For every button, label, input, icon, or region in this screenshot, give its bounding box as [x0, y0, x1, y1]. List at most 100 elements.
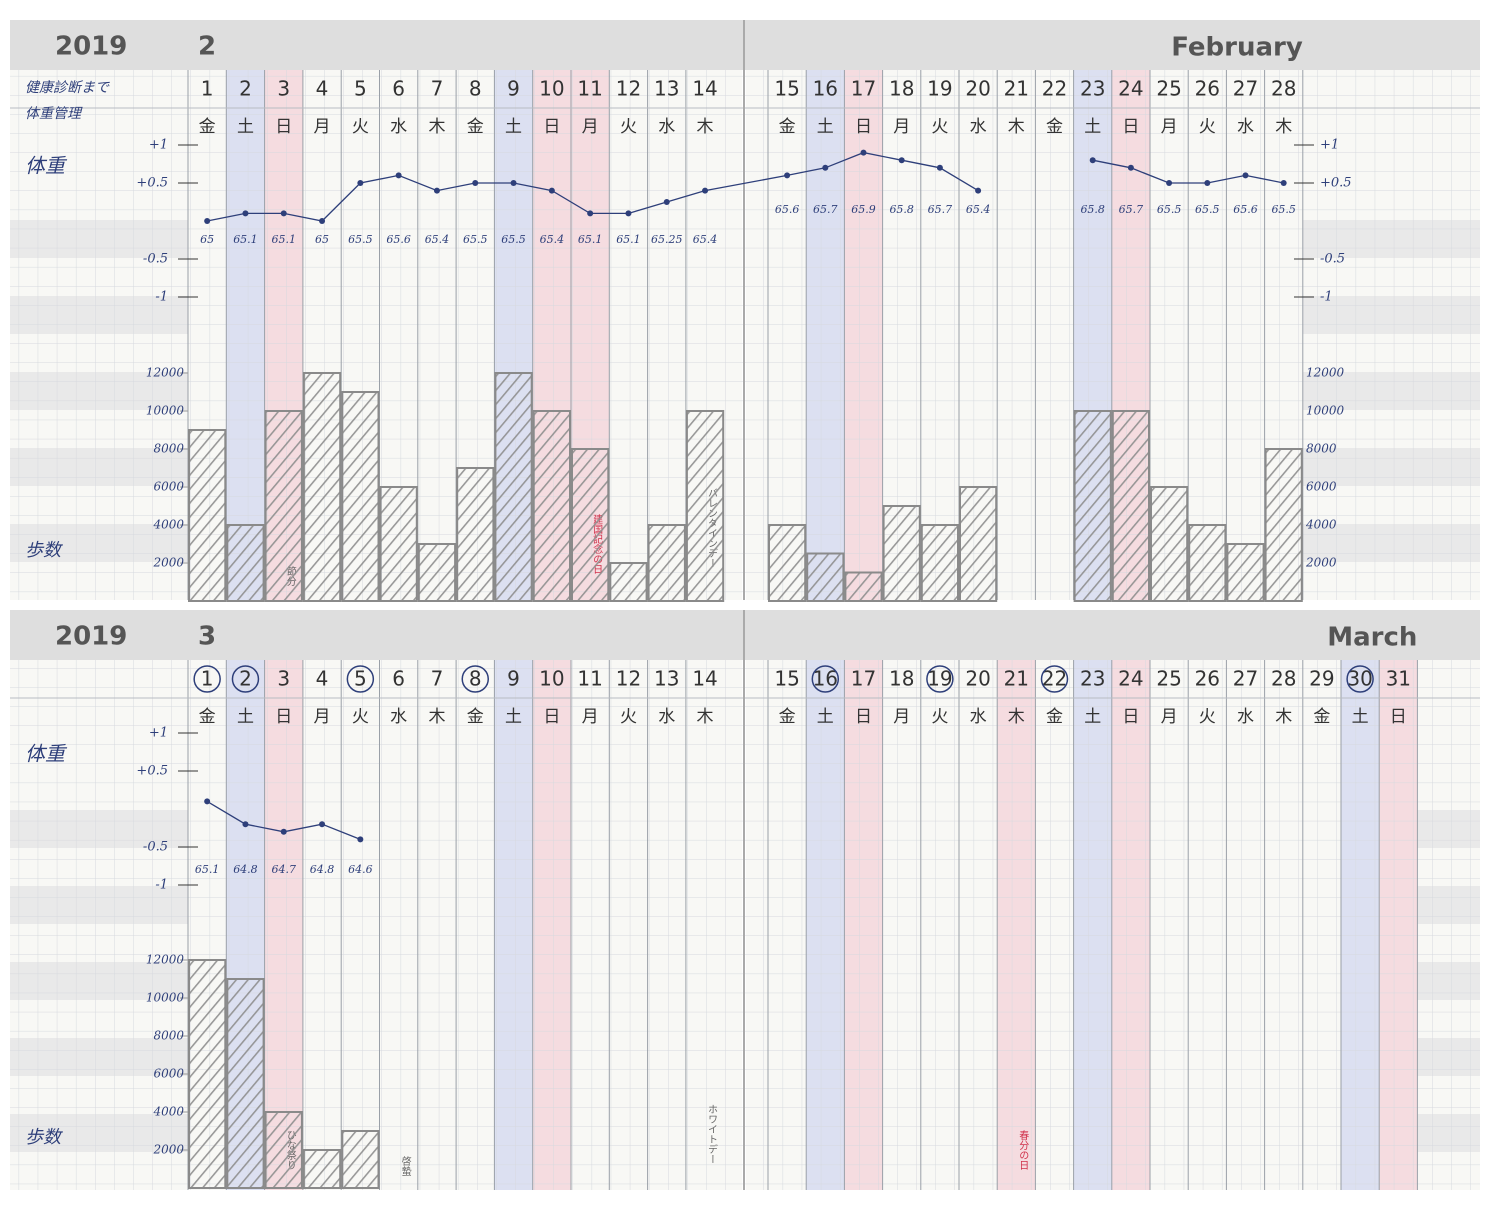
day-number: 27 — [1233, 667, 1258, 691]
day-number: 16 — [813, 77, 838, 101]
weekday: 木 — [1275, 707, 1292, 727]
weight-label: 65.9 — [851, 203, 876, 216]
step-bar — [379, 486, 418, 602]
day-number: 9 — [507, 77, 520, 101]
weekday: 火 — [352, 707, 369, 727]
weight-label: 65.5 — [463, 233, 488, 246]
day-number: 18 — [889, 77, 914, 101]
memo: 健康診断まで — [25, 80, 110, 96]
weekday: 月 — [582, 117, 599, 137]
weekday: 火 — [931, 117, 948, 137]
weekday: 日 — [855, 707, 872, 727]
y-tick-label: 4000 — [1305, 518, 1337, 532]
day-number: 3 — [277, 77, 290, 101]
weekday: 日 — [275, 117, 292, 137]
day-circle — [926, 665, 954, 693]
month-name: March — [1327, 623, 1417, 653]
y-tick-label: -0.5 — [143, 252, 168, 267]
y-tick-label: -1 — [155, 290, 168, 305]
y-tick-label: 12000 — [146, 953, 185, 967]
weekday: 火 — [352, 117, 369, 137]
step-bar — [456, 467, 495, 602]
weight-point — [319, 821, 326, 828]
y-tick-label: 6000 — [153, 480, 184, 494]
step-bar — [1150, 486, 1189, 602]
step-bar — [1073, 410, 1112, 602]
weight-point — [280, 210, 287, 217]
weekday: 水 — [658, 707, 675, 727]
weight-label: 65.6 — [1233, 203, 1258, 216]
weekday: 日 — [543, 707, 560, 727]
step-bar — [806, 552, 845, 602]
weekday: 火 — [620, 117, 637, 137]
weight-label: 65.1 — [578, 233, 603, 246]
step-bar — [494, 372, 533, 602]
weekday: 月 — [314, 707, 331, 727]
weight-label: 65.25 — [651, 233, 683, 246]
day-number: 22 — [1042, 667, 1067, 691]
weight-label: 65.6 — [775, 203, 800, 216]
weight-point — [1204, 180, 1211, 186]
weight-point — [280, 828, 287, 835]
day-number: 26 — [1195, 77, 1220, 101]
weekday: 土 — [1352, 707, 1369, 727]
weekday: 木 — [697, 707, 714, 727]
weekday: 木 — [428, 707, 445, 727]
weight-label: 65 — [200, 233, 214, 246]
day-note: 春分の日 — [1017, 1130, 1029, 1170]
weight-point — [625, 210, 632, 217]
y-tick-label: -0.5 — [143, 840, 168, 855]
day-number: 15 — [774, 667, 799, 691]
day-number: 26 — [1195, 667, 1220, 691]
weekday: 木 — [697, 117, 714, 137]
day-number: 1 — [201, 667, 214, 691]
day-circle — [231, 665, 260, 693]
step-bar — [532, 410, 572, 602]
day-number: 21 — [1004, 77, 1029, 101]
weight-label: 64.7 — [272, 863, 297, 876]
weight-point — [784, 172, 791, 179]
day-number: 5 — [354, 667, 367, 691]
weight-point — [510, 180, 517, 186]
weight-label: 65.8 — [889, 203, 914, 216]
weekday: 木 — [428, 117, 445, 137]
day-circle — [1346, 665, 1374, 693]
step-bar — [1226, 543, 1265, 602]
weight-label: 64.8 — [233, 863, 258, 876]
weight-label: 65.5 — [501, 233, 526, 246]
day-number: 29 — [1309, 667, 1334, 691]
step-bar — [264, 410, 303, 602]
weight-point — [936, 164, 943, 171]
weekday: 土 — [505, 117, 522, 137]
weekday: 金 — [779, 707, 796, 727]
y-tick-label: 2000 — [1305, 556, 1337, 570]
weight-point — [548, 187, 555, 194]
weekday: 金 — [467, 117, 484, 137]
step-bar — [609, 562, 648, 602]
day-number: 2 — [239, 667, 252, 691]
weight-point — [587, 210, 594, 217]
step-bar — [188, 429, 227, 602]
weekday: 土 — [1084, 117, 1101, 137]
weekday: 水 — [658, 117, 675, 137]
y-tick-label: +1 — [149, 726, 168, 741]
day-number: 4 — [316, 667, 329, 691]
chart-title: 体重 — [25, 742, 68, 766]
weight-point — [702, 187, 709, 194]
weekday: 金 — [199, 707, 216, 727]
y-tick-label: 8000 — [1306, 442, 1337, 456]
weight-line — [207, 151, 979, 222]
step-bar — [647, 524, 686, 602]
day-number: 19 — [927, 667, 952, 691]
day-number: 17 — [851, 77, 876, 101]
weight-label: 65.6 — [386, 233, 411, 246]
weekday: 金 — [199, 117, 216, 137]
weight-point — [1089, 157, 1096, 164]
y-tick-label: 12000 — [1306, 366, 1345, 380]
weight-label: 65.5 — [348, 233, 373, 246]
y-tick-label: -1 — [155, 878, 168, 893]
day-number: 15 — [774, 77, 799, 101]
weekday: 水 — [1237, 707, 1254, 727]
step-bar — [768, 524, 807, 602]
weekday: 土 — [1084, 707, 1101, 727]
